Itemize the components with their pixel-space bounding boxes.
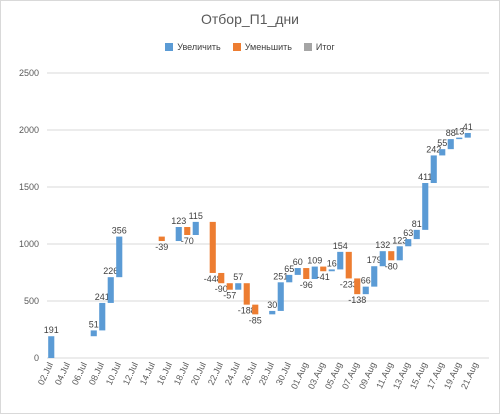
increase-bar xyxy=(337,251,344,270)
increase-bar xyxy=(328,269,335,272)
data-label: -70 xyxy=(181,236,194,246)
data-label: 191 xyxy=(44,325,59,335)
increase-bar xyxy=(422,183,429,230)
legend-item-total: Итог xyxy=(303,42,335,52)
legend-swatch-decrease xyxy=(232,43,241,51)
increase-bar xyxy=(235,283,242,290)
decrease-bar xyxy=(303,268,310,279)
data-label: -80 xyxy=(385,261,398,271)
legend-item-decrease: Уменьшить xyxy=(232,42,292,52)
chart-legend: Увеличить Уменьшить Итог xyxy=(1,42,499,52)
increase-bar xyxy=(379,251,386,267)
increase-bar xyxy=(311,266,318,279)
y-tick-label: 1000 xyxy=(19,239,39,249)
increase-bar xyxy=(175,227,182,242)
decrease-bar xyxy=(243,283,250,305)
data-label: -41 xyxy=(317,272,330,282)
increase-bar xyxy=(269,310,276,315)
data-label: -188 xyxy=(238,306,256,316)
increase-bar xyxy=(371,266,378,287)
data-label: 63 xyxy=(403,228,413,238)
legend-swatch-increase xyxy=(165,43,174,51)
data-label: 251 xyxy=(273,271,288,281)
y-tick-label: 1500 xyxy=(19,182,39,192)
decrease-bar xyxy=(158,236,165,242)
increase-bar xyxy=(413,229,420,240)
increase-bar xyxy=(294,268,301,275)
legend-item-increase: Увеличить xyxy=(165,42,221,52)
data-label: 356 xyxy=(112,226,127,236)
increase-bar xyxy=(362,286,369,295)
increase-bar xyxy=(48,336,55,358)
increase-bar xyxy=(447,139,454,150)
data-label: 41 xyxy=(463,122,473,132)
decrease-bar xyxy=(320,266,327,272)
data-label: -96 xyxy=(300,280,313,290)
data-label: 51 xyxy=(89,319,99,329)
increase-bar xyxy=(116,236,123,278)
increase-bar xyxy=(286,274,293,283)
legend-label-total: Итог xyxy=(315,42,335,52)
chart-title: Отбор_П1_дни xyxy=(200,11,300,27)
legend-label-increase: Увеличить xyxy=(177,42,221,52)
data-label: -39 xyxy=(155,242,168,252)
data-label: 123 xyxy=(171,216,186,226)
increase-bar xyxy=(99,302,106,331)
data-label: 13 xyxy=(454,127,464,137)
data-label: 65 xyxy=(284,264,294,274)
increase-bar xyxy=(430,155,437,184)
increase-bar xyxy=(464,132,471,138)
data-label: 30 xyxy=(267,300,277,310)
decrease-bar xyxy=(345,251,352,279)
legend-swatch-total xyxy=(303,43,312,51)
data-label: 55 xyxy=(437,138,447,148)
y-tick-label: 2500 xyxy=(19,68,39,78)
data-label: 242 xyxy=(426,144,441,154)
data-label: 109 xyxy=(307,256,322,266)
data-label: -138 xyxy=(348,295,366,305)
data-label: 81 xyxy=(412,219,422,229)
data-label: -85 xyxy=(249,315,262,325)
data-label: -90 xyxy=(215,284,228,294)
data-label: 241 xyxy=(95,292,110,302)
increase-bar xyxy=(405,239,412,247)
data-label: 88 xyxy=(446,128,456,138)
increase-bar xyxy=(439,149,446,156)
decrease-bar xyxy=(354,278,361,295)
decrease-bar xyxy=(209,221,216,273)
increase-bar xyxy=(277,282,284,311)
increase-bar xyxy=(456,137,463,140)
increase-bar xyxy=(107,277,114,303)
data-label: 66 xyxy=(361,276,371,286)
legend-label-decrease: Уменьшить xyxy=(244,42,292,52)
data-label: 411 xyxy=(418,172,432,182)
data-label: -57 xyxy=(223,291,236,301)
increase-bar xyxy=(192,221,199,235)
y-tick-label: 2000 xyxy=(19,125,39,135)
decrease-bar xyxy=(252,304,259,315)
y-tick-label: 500 xyxy=(24,296,39,306)
data-label: 60 xyxy=(293,257,303,267)
decrease-bar xyxy=(226,283,233,290)
data-label: -233 xyxy=(340,279,358,289)
data-label: -448 xyxy=(204,274,222,284)
decrease-bar xyxy=(388,251,395,261)
data-label: 179 xyxy=(367,255,382,265)
data-label: 16 xyxy=(327,258,337,268)
data-label: 154 xyxy=(333,241,348,251)
data-label: 132 xyxy=(375,240,390,250)
data-label: 115 xyxy=(189,211,203,221)
increase-bar xyxy=(90,330,97,337)
increase-bar xyxy=(396,246,403,261)
decrease-bar xyxy=(184,227,191,235)
data-label: 226 xyxy=(103,266,118,276)
y-tick-label: 0 xyxy=(34,353,39,363)
data-label: 57 xyxy=(233,272,243,282)
decrease-bar xyxy=(218,272,225,284)
data-label: 123 xyxy=(392,235,407,245)
